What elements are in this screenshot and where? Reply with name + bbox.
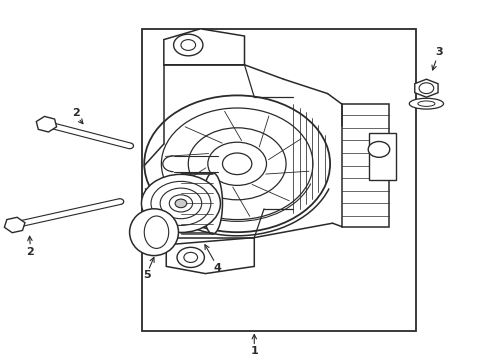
Polygon shape [166,238,254,274]
Circle shape [141,174,220,233]
Text: 1: 1 [250,346,258,356]
Circle shape [175,199,186,208]
Ellipse shape [408,98,443,109]
Ellipse shape [203,173,222,234]
Polygon shape [163,29,244,65]
Text: 2: 2 [26,247,34,257]
Polygon shape [36,116,57,132]
Circle shape [177,247,204,267]
Text: 5: 5 [142,270,150,280]
Ellipse shape [129,209,178,256]
Circle shape [367,141,389,157]
Circle shape [144,95,329,232]
Bar [342,104,388,227]
Polygon shape [414,79,437,97]
Bar [142,29,415,331]
Circle shape [173,34,203,56]
Bar [368,133,395,180]
Text: 4: 4 [213,263,221,273]
Text: 2: 2 [72,108,80,118]
Polygon shape [4,217,25,233]
Text: 3: 3 [434,47,442,57]
